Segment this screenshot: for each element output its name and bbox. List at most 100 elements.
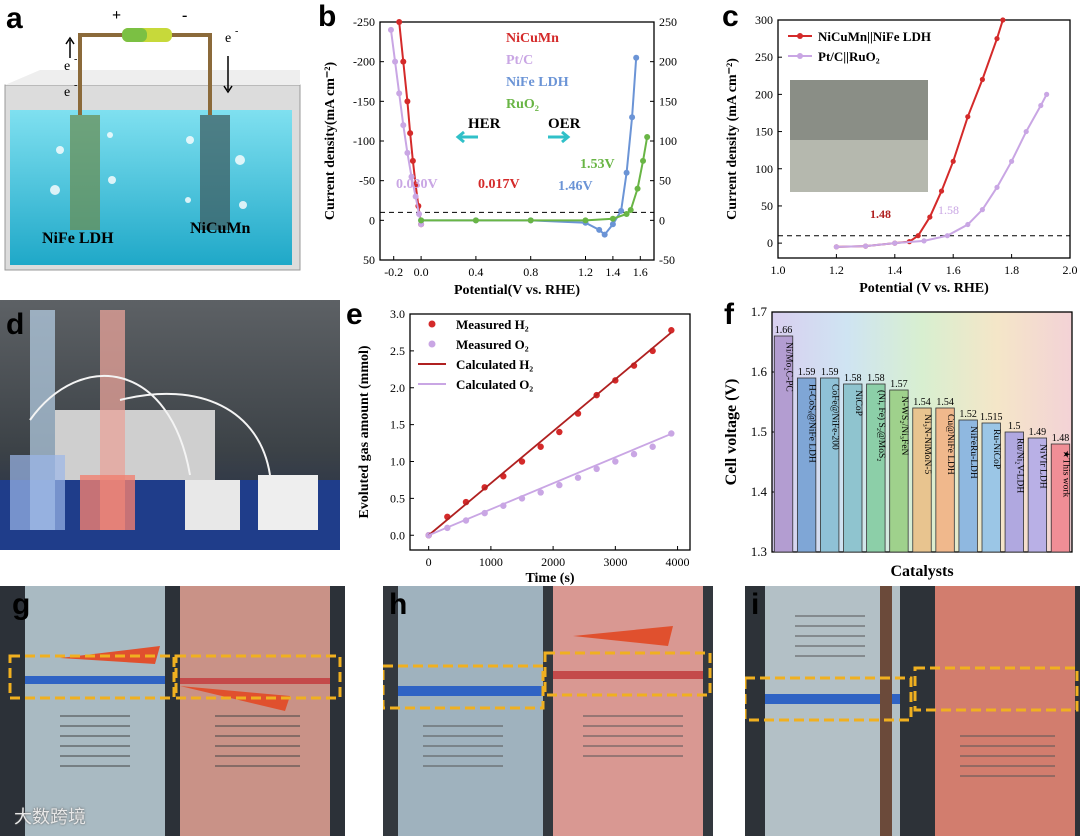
y-tick-label: 1.3 (751, 544, 767, 559)
y-tick-label: 0.0 (390, 528, 405, 542)
data-point (994, 184, 1000, 190)
legend-marker (797, 53, 803, 59)
data-point (412, 193, 419, 200)
fit-line (428, 331, 672, 536)
legend-marker (428, 320, 436, 328)
legend-entry: Pt/C||RuO₂ (818, 49, 880, 64)
panel-label-a: a (6, 2, 23, 35)
bar-category-label: Cu@NiFe LDH (945, 414, 955, 475)
arrow-right-icon (548, 130, 571, 144)
data-point (629, 114, 636, 121)
electron-label-left2: e (64, 85, 70, 100)
y-tick-label: 2.5 (390, 344, 405, 358)
annotation-label: 1.53V (580, 157, 615, 172)
y-tick-label: 250 (755, 50, 773, 64)
data-point (892, 240, 898, 246)
data-point (623, 210, 630, 217)
legend-marker (797, 33, 803, 39)
data-point (612, 458, 619, 465)
bar-category-label: CoFe@NiFe-200 (830, 384, 840, 450)
y-tick-label: 150 (755, 125, 773, 139)
data-point (927, 214, 933, 220)
data-point (416, 210, 423, 217)
bar (912, 407, 932, 553)
x-tick-label: 1.6 (946, 263, 961, 277)
x-tick-label: 1.4 (887, 263, 902, 277)
y-tick-label: -50 (359, 174, 375, 188)
data-point (644, 134, 651, 141)
data-point (649, 443, 656, 450)
legend-entry: RuO₂ (506, 97, 539, 112)
x-tick-label: 0.4 (468, 265, 483, 279)
panel-label-b: b (318, 0, 337, 33)
x-tick-label: 4000 (666, 555, 690, 569)
data-point (640, 157, 647, 164)
legend-entry: NiFe LDH (506, 75, 569, 90)
data-point (392, 58, 399, 65)
data-point (609, 215, 616, 222)
annotation-label: 0.017V (478, 177, 520, 192)
y-tick-label: 100 (755, 162, 773, 176)
bar (981, 422, 1001, 553)
bar (866, 383, 886, 553)
panel-c: c 0 50 100 150 200 250 300 1.0 1.2 1.4 1.6 1.8 2.0 Po… (720, 0, 1080, 300)
x-tick-label: -0.2 (384, 265, 403, 279)
panel-e: e 0.0 0.5 1.0 1.5 2.0 2.5 3.0 0 1000 2000 3000 4000… (340, 296, 720, 586)
panel-label-h: h (389, 588, 408, 621)
data-point (979, 76, 985, 83)
bar (958, 419, 978, 553)
panel-label-i: i (751, 588, 760, 621)
data-point (472, 217, 479, 224)
y-tick-label: 0.5 (390, 491, 405, 505)
annotation-label: 1.58 (938, 203, 959, 217)
bar-category-label: Ni₃N-NiMoN-5 (922, 414, 932, 475)
panel-a: a + - e - e - e - NiFe LDH NiCuMn (0, 0, 315, 290)
x-tick-label: 1.2 (829, 263, 844, 277)
x-tick-label: 1.4 (605, 265, 620, 279)
legend-entry: Pt/C (506, 53, 533, 68)
x-tick-label: 2.0 (1063, 263, 1078, 277)
svg-text:-: - (235, 26, 238, 37)
bar-category-label: (Ni, Fe) S₂@MoS₂ (876, 390, 887, 462)
bar-value-label: 1.49 (1029, 427, 1047, 438)
bar-category-label: N-WS₂/Ni₃FeN (899, 396, 909, 456)
data-point (609, 221, 616, 228)
y-tick-label: 0 (369, 213, 375, 227)
data-point (408, 173, 415, 180)
y-tick-label: 200 (755, 87, 773, 101)
bar (796, 377, 817, 553)
data-point (668, 327, 675, 334)
y2-tick-label: 0 (659, 213, 665, 227)
bar-category-label: Ru-NiCoP (991, 429, 1001, 469)
data-point (387, 26, 394, 33)
data-point (965, 221, 971, 228)
x-axis-title: Catalysts (890, 563, 953, 580)
y-tick-label: 1.5 (751, 424, 767, 439)
series-line (398, 21, 423, 225)
her-label: HER (468, 116, 501, 132)
nicumn-electrode (200, 115, 230, 230)
bar (935, 407, 955, 553)
data-point (396, 90, 403, 97)
y-tick-label: 300 (755, 13, 773, 27)
inset-photo-shade (790, 140, 928, 192)
bar (773, 335, 794, 553)
x-axis-title: Time (s) (525, 571, 574, 586)
electron-label-left: e (64, 59, 70, 74)
bar-value-label: 1.5 (1008, 421, 1021, 432)
x-axis-title: Potential(V vs. RHE) (454, 283, 580, 298)
panel-label-d: d (6, 308, 25, 341)
panel-i: i (745, 586, 1080, 836)
cylinder-photo-g (8, 586, 342, 836)
bar (1027, 437, 1048, 553)
x-tick-label: 3000 (603, 555, 627, 569)
bar-value-label: 1.66 (775, 325, 793, 336)
data-point (921, 238, 927, 244)
legend-entry: Measured H₂ (456, 317, 529, 332)
experiment-photo (0, 310, 340, 550)
annotation-label: 1.46V (558, 179, 593, 194)
data-point (518, 458, 526, 465)
data-point (634, 185, 641, 192)
bar (843, 383, 863, 553)
data-point (537, 489, 544, 496)
